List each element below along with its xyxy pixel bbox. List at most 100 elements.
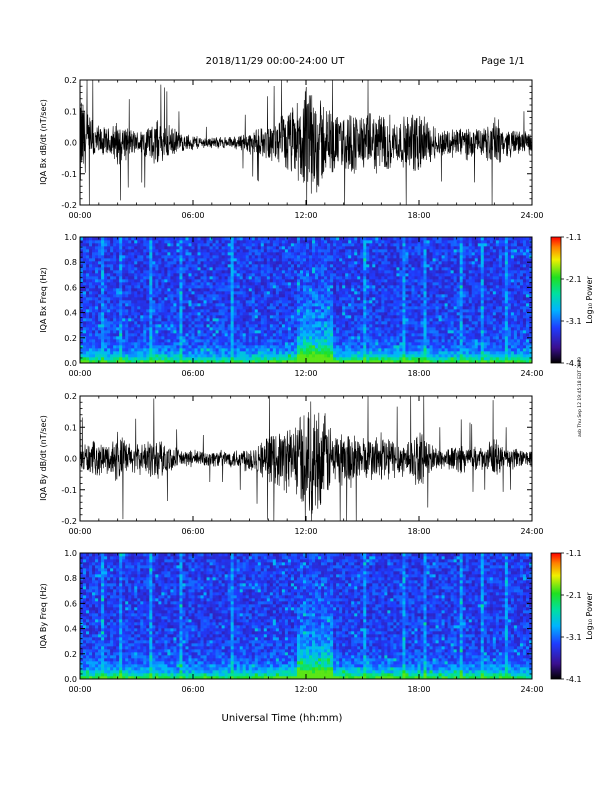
spectrogram-cell [122,246,126,250]
spectrogram-cell [318,249,322,253]
spectrogram-cell [420,300,424,304]
spectrogram-cell [369,327,373,331]
spectrogram-cell [381,324,385,328]
spectrogram-cell [119,294,123,298]
spectrogram-cell [372,285,376,289]
spectrogram-cell [281,345,286,349]
spectrogram-cell [191,336,195,340]
spectrogram-cell [80,345,84,349]
spectrogram-cell [387,237,391,241]
spectrogram-cell [306,309,310,313]
spectrogram-cell [167,348,171,352]
spectrogram-cell [233,336,238,340]
spectrogram-cell [429,333,433,337]
spectrogram-cell [188,255,192,259]
spectrogram-cell [95,279,99,283]
spectrogram-cell [125,339,129,343]
spectrogram-cell [86,291,90,295]
spectrogram-cell [212,237,216,241]
spectrogram-cell [245,264,250,268]
spectrogram-cell [293,276,298,280]
spectrogram-cell [200,264,204,268]
spectrogram-cell [230,315,235,319]
spectrogram-cell [203,360,207,364]
spectrogram-cell [203,336,207,340]
spectrogram-cell [354,315,358,319]
spectrogram-cell [333,276,337,280]
spectrogram-cell [287,309,292,313]
spectrogram-cell [411,249,415,253]
spectrogram-cell [182,246,186,250]
spectrogram-cell [140,255,144,259]
spectrogram-cell [287,252,292,256]
spectrogram-cell [381,300,385,304]
spectrogram-cell [333,315,337,319]
spectrogram-cell [339,249,343,253]
spectrogram-cell [119,348,123,352]
spectrogram-cell [260,264,265,268]
spectrogram-cell [104,291,108,295]
spectrogram-cell [86,333,90,337]
spectrogram-cell [336,258,340,262]
spectrogram-cell [390,288,394,292]
spectrogram-cell [257,261,262,265]
spectrogram-cell [203,324,207,328]
spectrogram-cell [149,318,153,322]
spectrogram-cell [387,342,391,346]
spectrogram-cell [245,249,250,253]
spectrogram-cell [327,261,331,265]
spectrogram-cell [414,261,418,265]
spectrogram-cell [423,360,427,364]
spectrogram-cell [185,246,189,250]
spectrogram-cell [312,315,316,319]
spectrogram-cell [309,276,313,280]
spectrogram-cell [194,261,198,265]
spectrogram-cell [125,333,129,337]
spectrogram-cell [131,303,135,307]
spectrogram-cell [92,300,96,304]
spectrogram-cell [399,357,403,361]
spectrogram-cell [140,294,144,298]
spectrogram-cell [408,327,412,331]
spectrogram-cell [278,240,283,244]
spectrogram-cell [80,258,84,262]
spectrogram-cell [315,348,319,352]
spectrogram-cell [281,270,286,274]
spectrogram-cell [107,303,111,307]
spectrogram-cell [278,267,283,271]
spectrogram-cell [290,258,295,262]
spectrogram-cell [197,357,201,361]
spectrogram-cell [137,309,141,313]
spectrogram-cell [321,273,325,277]
spectrogram-cell [405,237,409,241]
spectrogram-cell [309,321,313,325]
spectrogram-cell [86,261,90,265]
spectrogram-cell [113,261,117,265]
spectrogram-cell [423,291,427,295]
spectrogram-cell [360,360,364,364]
spectrogram-cell [306,249,310,253]
spectrogram-cell [420,306,424,310]
spectrogram-cell [254,243,259,247]
spectrogram-cell [167,291,171,295]
spectrogram-cell [242,261,247,265]
spectrogram-cell [348,264,352,268]
spectrogram-cell [110,336,114,340]
spectrogram-cell [236,288,241,292]
spectrogram-cell [134,351,138,355]
spectrogram-cell [275,312,280,316]
spectrogram-cell [125,294,129,298]
spectrogram-cell [278,342,283,346]
spectrogram-cell [86,324,90,328]
spectrogram-cell [420,246,424,250]
spectrogram-cell [233,351,238,355]
spectrogram-cell [336,348,340,352]
spectrogram-cell [363,291,367,295]
spectrogram-cell [269,249,274,253]
spectrogram-cell [429,327,433,331]
x-tick-label: 24:00 [520,211,543,220]
spectrogram-cell [113,345,117,349]
spectrogram-cell [236,345,241,349]
spectrogram-cell [423,312,427,316]
spectrogram-cell [399,339,403,343]
